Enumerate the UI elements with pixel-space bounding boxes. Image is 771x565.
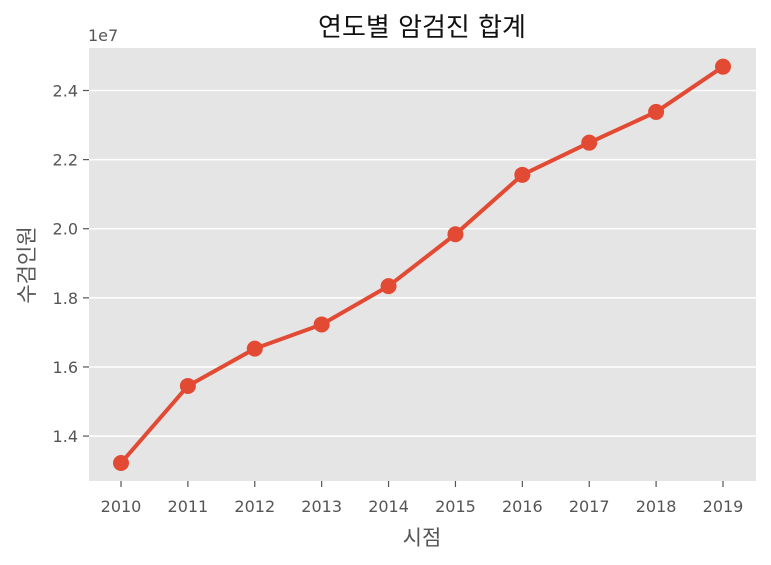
x-tick-label: 2011 <box>168 497 209 516</box>
y-axis-offset-label: 1e7 <box>88 26 118 45</box>
y-axis-label: 수검인원 <box>15 226 39 303</box>
data-point <box>179 377 196 394</box>
y-tick-label: 2.0 <box>53 220 78 239</box>
x-tick-label: 2013 <box>301 497 342 516</box>
data-point <box>514 166 531 183</box>
data-point <box>648 103 665 120</box>
x-axis-ticks: 2010 2011 2012 2013 2014 2015 2016 2017 2018 2019 <box>101 481 744 516</box>
y-tick-label: 1.8 <box>53 289 78 308</box>
x-tick-label: 2017 <box>569 497 610 516</box>
x-axis-label: 시점 <box>403 526 442 550</box>
data-point <box>581 134 598 151</box>
x-tick-label: 2015 <box>435 497 476 516</box>
x-tick-label: 2016 <box>502 497 543 516</box>
y-tick-label: 1.4 <box>53 427 78 446</box>
x-tick-label: 2014 <box>368 497 409 516</box>
data-point <box>113 455 129 472</box>
plot-area <box>89 48 756 481</box>
data-point <box>715 58 731 75</box>
chart-title: 연도별 암검진 합계 <box>318 13 526 43</box>
y-tick-label: 2.4 <box>53 82 78 101</box>
grid-lines <box>89 89 756 437</box>
x-tick-label: 2019 <box>703 497 744 516</box>
x-tick-label: 2018 <box>636 497 677 516</box>
data-point <box>313 316 330 333</box>
y-axis-ticks: 1.4 1.6 1.8 2.0 2.2 2.4 <box>53 82 89 446</box>
y-tick-label: 1.6 <box>53 358 78 377</box>
data-point <box>380 278 397 295</box>
data-point <box>246 340 263 357</box>
series-layer <box>113 58 731 472</box>
series-line <box>119 64 725 466</box>
x-tick-label: 2010 <box>101 497 142 516</box>
y-tick-label: 2.2 <box>53 151 78 170</box>
data-point <box>447 226 464 243</box>
x-tick-label: 2012 <box>234 497 275 516</box>
